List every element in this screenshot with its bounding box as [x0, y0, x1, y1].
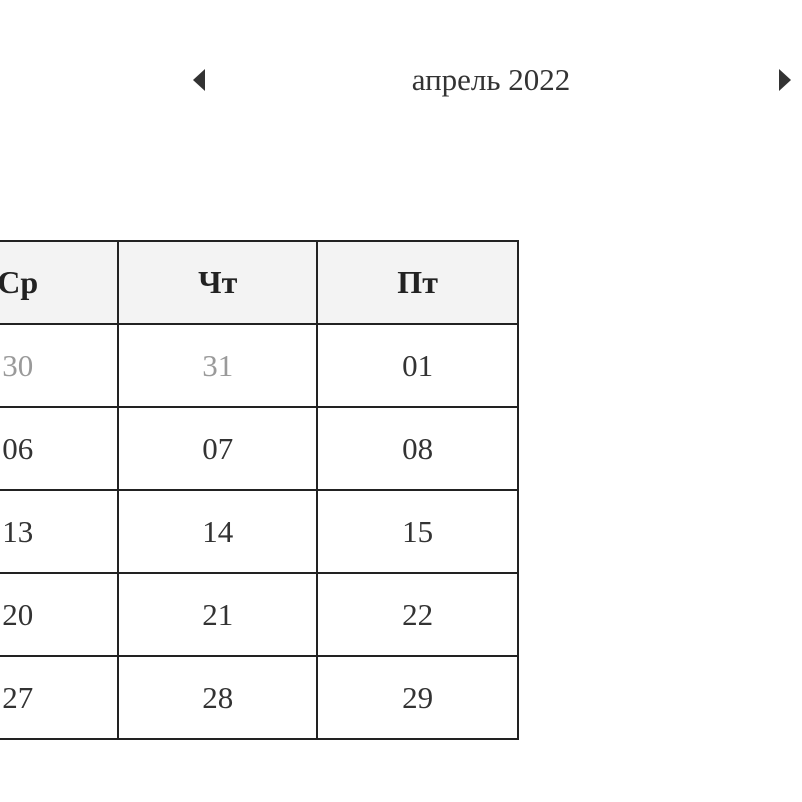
day-cell[interactable]: 14	[117, 489, 319, 574]
day-cell[interactable]: 29	[316, 655, 519, 740]
day-cell[interactable]: 22	[316, 572, 519, 657]
triangle-left-icon[interactable]	[193, 69, 205, 91]
weekday-thu: Чт	[117, 240, 319, 325]
month-title: апрель 2022	[411, 62, 571, 97]
week-row: 06 07 08	[0, 406, 519, 491]
day-cell[interactable]: 31	[117, 323, 319, 408]
day-cell[interactable]: 30	[0, 323, 120, 408]
week-row: 30 31 01	[0, 323, 519, 408]
week-row: 20 21 22	[0, 572, 519, 657]
month-navigation: апрель 2022	[0, 50, 802, 110]
day-cell[interactable]: 20	[0, 572, 120, 657]
day-cell[interactable]: 08	[316, 406, 519, 491]
week-row: 27 28 29	[0, 655, 519, 740]
week-row: 13 14 15	[0, 489, 519, 574]
day-cell[interactable]: 06	[0, 406, 120, 491]
weekday-header-row: Вт Ср Чт Пт	[0, 240, 519, 325]
calendar-grid: Вт Ср Чт Пт 30 31 01 06 07 08 13	[0, 240, 519, 740]
day-cell[interactable]: 01	[316, 323, 519, 408]
day-cell[interactable]: 21	[117, 572, 319, 657]
day-cell[interactable]: 15	[316, 489, 519, 574]
day-cell[interactable]: 28	[117, 655, 319, 740]
day-cell[interactable]: 27	[0, 655, 120, 740]
day-cell[interactable]: 07	[117, 406, 319, 491]
day-cell[interactable]: 13	[0, 489, 120, 574]
weekday-fri: Пт	[316, 240, 519, 325]
weekday-wed: Ср	[0, 240, 120, 325]
triangle-right-icon[interactable]	[779, 69, 791, 91]
